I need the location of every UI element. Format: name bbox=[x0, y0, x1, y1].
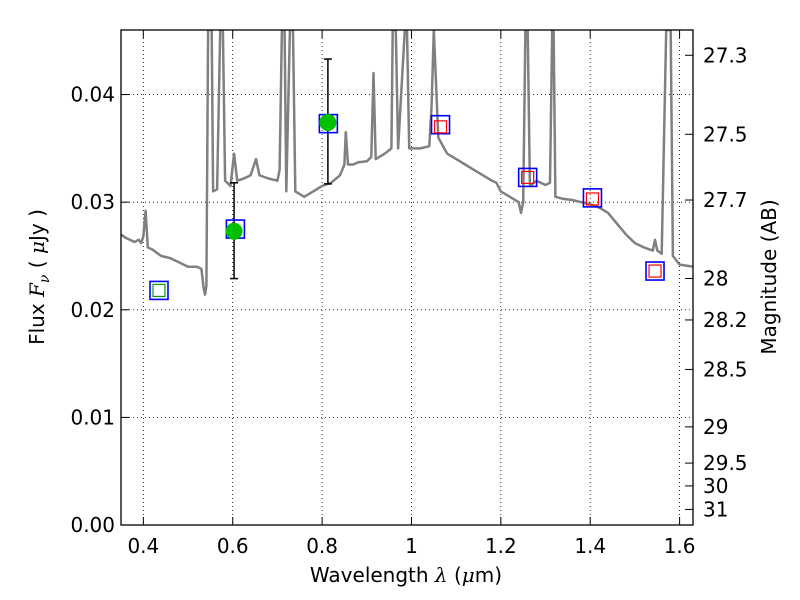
y-tick-label: 0.04 bbox=[70, 83, 115, 107]
mag-tick-label: 27.5 bbox=[703, 122, 748, 146]
y-tick-label: 0.01 bbox=[70, 405, 115, 429]
x-tick-label: 0.6 bbox=[217, 534, 249, 558]
mag-tick-label: 31 bbox=[703, 497, 728, 521]
x-tick-label: 1 bbox=[405, 534, 418, 558]
upper-limit-square bbox=[433, 120, 448, 134]
model-square bbox=[149, 280, 169, 301]
mag-tick-label: 28.2 bbox=[703, 308, 748, 332]
y-axis-label: Flux Fν ( μJy ) bbox=[25, 209, 53, 345]
spectrum-path bbox=[121, 30, 693, 296]
green-small-square bbox=[152, 283, 166, 298]
x-tick-label: 1.2 bbox=[485, 534, 517, 558]
model-spectrum-line bbox=[121, 30, 693, 296]
upper-limit-square bbox=[585, 192, 600, 206]
plot-frame bbox=[120, 29, 694, 526]
mag-tick-label: 29.5 bbox=[703, 451, 748, 475]
model-square bbox=[582, 188, 603, 208]
upper-limit-square bbox=[521, 170, 535, 185]
x-tick-label: 0.8 bbox=[306, 534, 338, 558]
mag-tick-label: 29 bbox=[703, 415, 728, 439]
detection-point bbox=[319, 114, 337, 132]
y-tick-label: 0.02 bbox=[70, 298, 115, 322]
mag-tick-label: 30 bbox=[703, 474, 728, 498]
x-tick-label: 1.4 bbox=[574, 534, 606, 558]
model-square bbox=[430, 114, 451, 135]
model-square bbox=[517, 167, 538, 188]
mag-tick-label: 27.7 bbox=[703, 188, 748, 212]
detection-point bbox=[225, 222, 243, 240]
x-axis-label: Wavelength λ (μm) bbox=[310, 563, 502, 587]
magnitude-axis-label: Magnitude (AB) bbox=[757, 199, 781, 354]
axis-ticks: 0.4 0.6 0.8 1 1.2 1.4 1.6 0.00 0.01 0.02 0.03 0.04 2… bbox=[70, 30, 748, 558]
x-tick-label: 0.4 bbox=[127, 534, 159, 558]
mag-tick-label: 28 bbox=[703, 266, 728, 290]
y-tick-label: 0.00 bbox=[70, 513, 115, 537]
photometry-points bbox=[149, 58, 665, 301]
x-tick-label: 1.6 bbox=[664, 534, 696, 558]
mag-tick-label: 28.5 bbox=[703, 357, 748, 381]
y-tick-label: 0.03 bbox=[70, 190, 115, 214]
model-square bbox=[645, 261, 665, 281]
mag-tick-label: 27.3 bbox=[703, 43, 748, 67]
upper-limit-square bbox=[648, 264, 662, 278]
